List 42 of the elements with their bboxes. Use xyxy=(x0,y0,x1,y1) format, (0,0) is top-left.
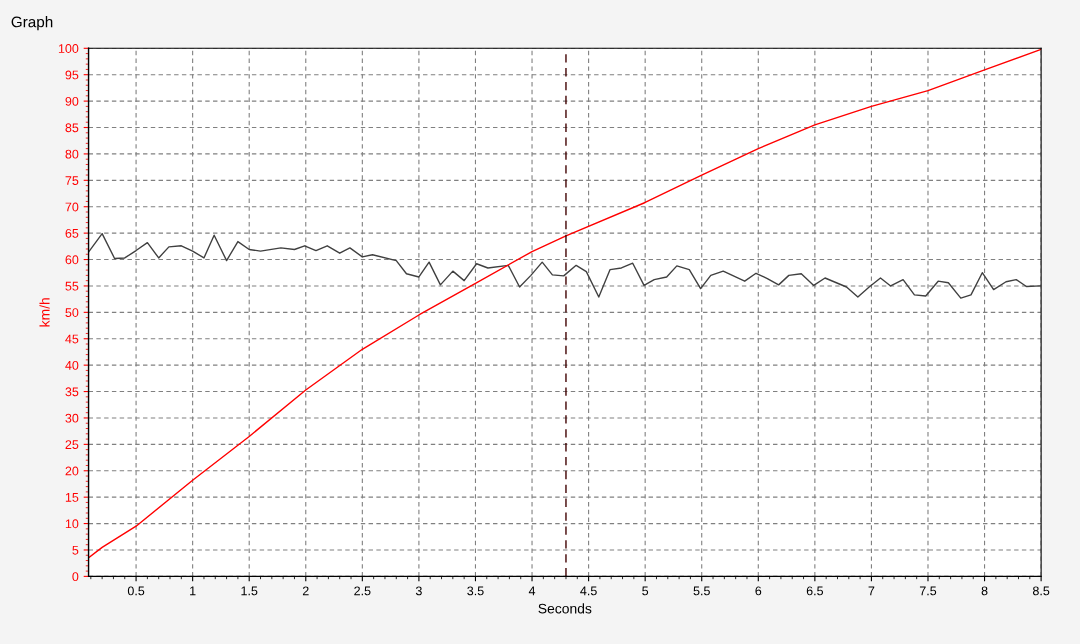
x-tick-label: 2.5 xyxy=(354,586,371,596)
y-tick-label: 20 xyxy=(65,466,79,476)
y-tick-label: 95 xyxy=(65,70,79,80)
x-axis-title: Seconds xyxy=(538,603,592,614)
y-tick-label: 80 xyxy=(65,149,79,159)
y-tick-label: 65 xyxy=(65,228,79,238)
y-tick-label: 55 xyxy=(65,281,79,291)
x-tick-label: 0.5 xyxy=(127,586,145,596)
x-tick-label: 8.5 xyxy=(1032,586,1050,596)
y-tick-label: 40 xyxy=(65,360,79,370)
y-tick-label: 15 xyxy=(65,493,79,502)
x-tick-label: 6.5 xyxy=(806,586,824,596)
y-tick-label: 90 xyxy=(65,96,79,106)
x-tick-label: 5.5 xyxy=(693,586,710,596)
x-tick-label: 6 xyxy=(755,586,762,596)
chart-title: Graph xyxy=(11,16,53,31)
x-tick-label: 7 xyxy=(868,586,875,596)
x-tick-label: 1 xyxy=(190,586,196,596)
x-tick-label: 2 xyxy=(302,586,309,596)
y-tick-label: 10 xyxy=(65,519,79,529)
y-axis-title: km/h xyxy=(39,298,50,327)
line-series xyxy=(88,232,1041,299)
y-tick-label: 60 xyxy=(65,255,79,265)
x-tick-label: 4 xyxy=(528,586,536,596)
y-tick-label: 5 xyxy=(72,545,79,555)
x-tick-label: 3 xyxy=(415,586,422,596)
x-tick-label: 8 xyxy=(981,586,988,596)
y-tick-label: 70 xyxy=(65,202,79,212)
x-tick-label: 3.5 xyxy=(467,586,484,596)
y-tick-label: 45 xyxy=(65,334,79,344)
y-tick-label: 50 xyxy=(65,308,79,317)
x-tick-label: 1.5 xyxy=(241,586,258,596)
y-tick-label: 30 xyxy=(65,413,79,423)
y-tick-label: 85 xyxy=(65,123,79,133)
y-tick-label: 25 xyxy=(65,440,79,450)
x-tick-label: 4.5 xyxy=(580,586,597,596)
y-tick-label: 75 xyxy=(65,176,79,185)
x-tick-label: 5 xyxy=(642,586,649,596)
y-tick-label: 0 xyxy=(72,572,79,582)
x-tick-label: 7.5 xyxy=(919,586,937,596)
y-tick-label: 100 xyxy=(58,44,79,53)
y-tick-label: 35 xyxy=(65,387,79,397)
